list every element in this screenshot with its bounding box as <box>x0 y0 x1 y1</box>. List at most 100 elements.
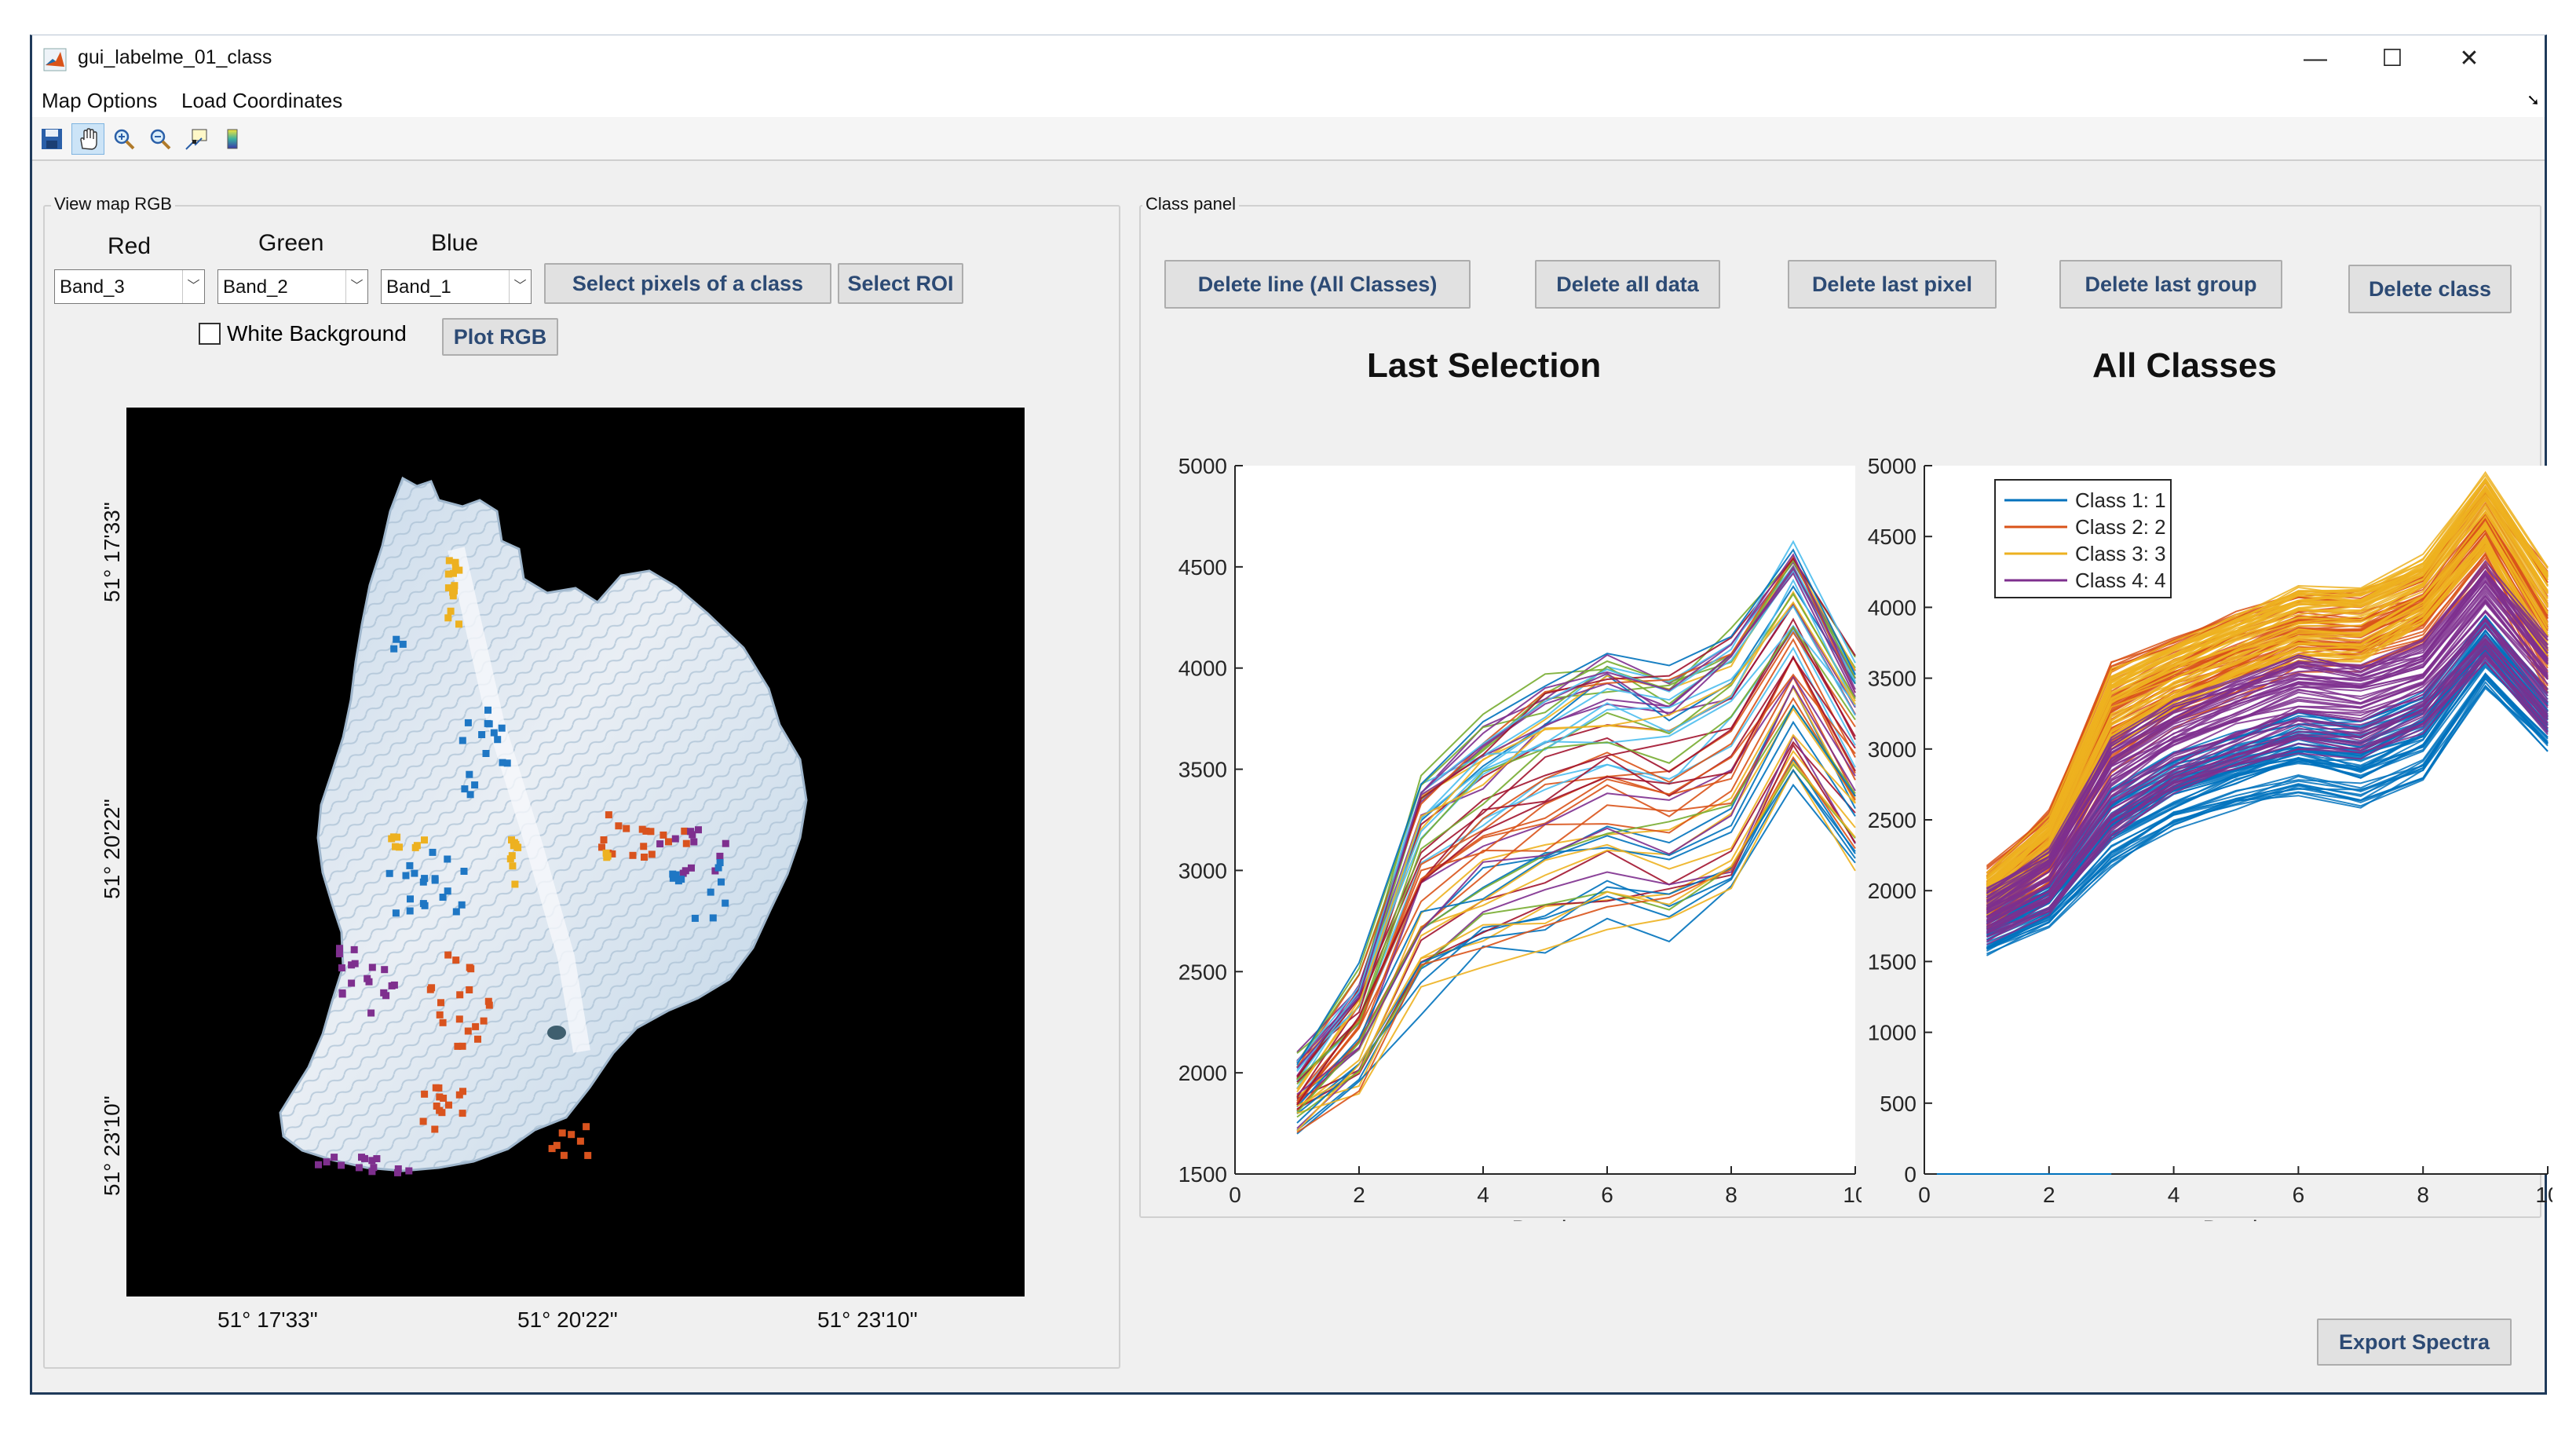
all-classes-chart[interactable]: 0 2 4 6 8 10 0 500 1000 1500 2000 2500 3000 3500 4000 4… <box>1814 404 2552 1221</box>
class-panel-title: Class panel <box>1142 194 1239 214</box>
spectrum-line <box>1296 763 1856 1118</box>
class-pixel <box>716 859 724 866</box>
colorbar-icon[interactable] <box>216 123 249 155</box>
class-pixel <box>682 839 690 847</box>
class-pixel <box>558 1129 566 1137</box>
delete-last-group-button[interactable]: Delete last group <box>2059 260 2282 309</box>
class-pixel <box>461 785 469 793</box>
zoom-in-icon[interactable] <box>108 123 141 155</box>
class-pixel <box>433 1103 440 1110</box>
spectrum-line <box>1296 601 1856 1090</box>
y-tick-label: 3500 <box>1868 667 1916 691</box>
save-icon[interactable] <box>35 123 68 155</box>
class-pixel <box>490 729 498 737</box>
spectrum-line <box>1986 674 2549 949</box>
class-pixel <box>444 614 452 622</box>
class-pixel <box>560 1151 568 1159</box>
class-pixel <box>709 914 717 922</box>
chevron-down-icon[interactable]: ﹀ <box>345 270 367 303</box>
class-pixel <box>421 836 428 844</box>
class-pixel <box>458 901 466 909</box>
delete-line-button[interactable]: Delete line (All Classes) <box>1164 260 1471 309</box>
spectrum-line <box>1986 620 2549 919</box>
pan-hand-icon[interactable] <box>71 123 104 155</box>
class-pixel <box>436 1093 444 1101</box>
plot-rgb-button[interactable]: Plot RGB <box>442 318 558 356</box>
class-pixel <box>459 1110 466 1117</box>
data-cursor-icon[interactable] <box>180 123 213 155</box>
red-band-value: Band_3 <box>60 276 125 298</box>
class-pixel-points <box>315 557 729 1176</box>
class-pixel <box>438 1109 446 1117</box>
chevron-down-icon[interactable]: ﹀ <box>509 270 531 303</box>
blue-band-value: Band_1 <box>386 276 451 298</box>
class-pixel <box>455 566 463 574</box>
class-pixel <box>431 876 439 884</box>
class-pixel <box>451 558 459 566</box>
green-band-select[interactable]: Band_2 ﹀ <box>217 269 368 304</box>
view-map-rgb-panel <box>43 205 1120 1369</box>
minimize-button[interactable]: — <box>2304 46 2327 71</box>
delete-all-data-button[interactable]: Delete all data <box>1535 260 1720 309</box>
class-pixel <box>584 1151 592 1159</box>
blue-band-select[interactable]: Band_1 ﹀ <box>381 269 532 304</box>
x-tick-label: 2 <box>1353 1183 1365 1207</box>
class-pixel <box>484 997 492 1005</box>
last-selection-chart[interactable]: 0 2 4 6 8 10 1500 2000 2500 3000 3500 4000 4500 5000 B… <box>1139 404 1862 1221</box>
spectrum-line <box>1986 654 2549 938</box>
y-tick-label: 4500 <box>1178 555 1227 580</box>
class-pixel <box>484 706 491 714</box>
x-tick-label: 4 <box>2168 1183 2180 1207</box>
class-pixel <box>629 851 637 859</box>
class-pixel <box>385 869 393 877</box>
spectrum-line <box>1296 684 1856 1095</box>
class-pixel <box>368 1168 376 1176</box>
spectrum-line <box>1986 565 2549 889</box>
spectrum-line <box>1296 548 1856 1066</box>
select-roi-button[interactable]: Select ROI <box>838 263 963 304</box>
x-axis-label: Bands <box>1511 1216 1578 1221</box>
class-pixel <box>482 750 490 757</box>
class-pixel <box>510 842 517 850</box>
class-pixel <box>459 1042 466 1050</box>
class-pixel <box>440 1095 448 1102</box>
menu-load-coordinates[interactable]: Load Coordinates <box>181 89 343 112</box>
class-pixel <box>689 831 696 839</box>
x-tick-label: 6 <box>1601 1183 1613 1207</box>
class-pixel <box>367 1009 375 1017</box>
export-spectra-button[interactable]: Export Spectra <box>2317 1318 2512 1366</box>
rgb-map-canvas[interactable] <box>126 408 1025 1297</box>
x-tick-label: 10 <box>1843 1183 1862 1207</box>
class-pixel <box>454 1042 462 1050</box>
zoom-out-icon[interactable] <box>144 123 177 155</box>
class-pixel <box>660 831 667 839</box>
spectrum-line <box>1986 521 2549 906</box>
class-pixel <box>323 1158 331 1166</box>
white-background-checkbox[interactable] <box>199 323 221 345</box>
class-pixel <box>553 1142 561 1150</box>
close-button[interactable]: ✕ <box>2459 46 2479 71</box>
class-pixel <box>485 720 493 728</box>
class-pixel <box>335 950 343 958</box>
y-tick-label: 1500 <box>1868 949 1916 974</box>
select-pixels-button[interactable]: Select pixels of a class <box>544 263 831 304</box>
spectrum-line <box>1986 594 2549 915</box>
class-pixel <box>695 826 702 834</box>
class-pixel <box>623 825 630 832</box>
red-band-select[interactable]: Band_3 ﹀ <box>54 269 205 304</box>
class-pixel <box>455 620 462 628</box>
class-pixel <box>435 1084 443 1092</box>
class-pixel <box>508 836 515 844</box>
menu-map-options[interactable]: Map Options <box>42 89 158 112</box>
maximize-button[interactable]: ☐ <box>2381 46 2403 71</box>
chevron-down-icon[interactable]: ﹀ <box>182 270 204 303</box>
class-pixel <box>459 1088 466 1095</box>
class-pixel <box>452 908 460 916</box>
spectrum-line <box>1986 686 2549 949</box>
menu-overflow-arrow-icon[interactable]: ➘ <box>2527 92 2540 109</box>
delete-class-button[interactable]: Delete class <box>2348 265 2512 313</box>
view-map-rgb-title: View map RGB <box>51 194 175 214</box>
delete-last-pixel-button[interactable]: Delete last pixel <box>1788 260 1997 309</box>
matlab-icon <box>43 48 67 71</box>
class-pixel <box>411 869 418 877</box>
